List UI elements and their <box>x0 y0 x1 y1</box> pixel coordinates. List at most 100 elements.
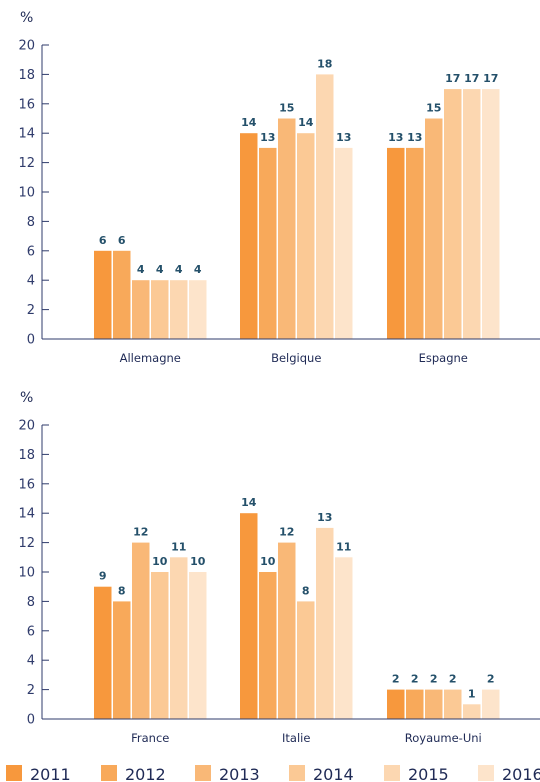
bar <box>482 689 500 719</box>
bar-value-label: 13 <box>336 131 351 144</box>
bar-value-label: 6 <box>99 234 107 247</box>
y-tick-label: 8 <box>27 215 35 230</box>
y-tick-label: 12 <box>18 156 35 171</box>
bar-group-royaume-uni: 2 2 2 212 <box>387 673 500 719</box>
bar <box>406 147 424 339</box>
category-label: Italie <box>282 731 310 745</box>
y-tick-label: 2 <box>27 683 35 698</box>
bar-value-label: 1 <box>468 687 476 700</box>
bar-value-label: 2 <box>430 673 438 686</box>
bar-value-label: 15 <box>279 102 294 115</box>
bar-value-label: 6 <box>118 234 126 247</box>
bar-value-label: 8 <box>302 584 310 597</box>
bar <box>425 118 443 339</box>
bar <box>406 689 424 719</box>
bar <box>240 513 258 719</box>
category-label: France <box>131 731 169 745</box>
bar <box>240 133 258 339</box>
bar <box>113 601 131 719</box>
y-tick-label: 20 <box>18 39 35 54</box>
bar <box>132 280 150 339</box>
bar-value-label: 9 <box>99 570 107 583</box>
bar-value-label: 8 <box>118 584 126 597</box>
y-tick-label: 0 <box>27 713 35 728</box>
y-axis-unit-label: % <box>20 390 33 406</box>
y-tick-label: 14 <box>18 507 35 522</box>
y-tick-label: 4 <box>27 654 35 669</box>
legend-swatch <box>101 765 117 781</box>
bar-value-label: 2 <box>411 673 419 686</box>
bar <box>278 542 296 719</box>
legend-swatch <box>6 765 22 781</box>
y-tick-label: 14 <box>18 127 35 142</box>
bar <box>170 557 188 719</box>
category-label: Espagne <box>419 351 468 365</box>
bar-value-label: 2 <box>449 673 457 686</box>
bar <box>151 280 169 339</box>
bar <box>278 118 296 339</box>
y-tick-label: 18 <box>18 448 35 463</box>
y-tick-label: 0 <box>27 333 35 348</box>
bar <box>297 601 315 719</box>
bar <box>189 280 207 339</box>
legend-label: 2011 <box>30 765 71 782</box>
legend-swatch <box>289 765 305 781</box>
y-tick-label: 6 <box>27 244 35 259</box>
category-label: Royaume-Uni <box>405 731 482 745</box>
bar <box>259 572 277 719</box>
bar-value-label: 11 <box>171 540 186 553</box>
bar <box>297 133 315 339</box>
bar <box>170 280 188 339</box>
bar-value-label: 4 <box>175 263 183 276</box>
bar <box>94 250 112 339</box>
category-label: Belgique <box>271 351 321 365</box>
bar-value-label: 14 <box>241 496 257 509</box>
bar-value-label: 17 <box>445 72 460 85</box>
y-tick-label: 2 <box>27 303 35 318</box>
y-axis-unit-label: % <box>20 10 33 26</box>
legend-item: 2016 <box>478 765 540 782</box>
y-tick-label: 8 <box>27 595 35 610</box>
bar-value-label: 17 <box>464 72 479 85</box>
legend-label: 2016 <box>502 765 540 782</box>
bar-value-label: 15 <box>426 102 441 115</box>
legend-label: 2015 <box>408 765 449 782</box>
bar-value-label: 2 <box>392 673 400 686</box>
bar <box>189 572 207 719</box>
legend: 2011 2012 2013 2014 2015 2016 <box>6 765 540 782</box>
bar-value-label: 10 <box>190 555 206 568</box>
bar <box>335 557 353 719</box>
bar <box>259 147 277 339</box>
bar <box>94 586 112 719</box>
bar <box>335 147 353 339</box>
bar-value-label: 11 <box>336 540 351 553</box>
bar <box>444 89 462 339</box>
legend-swatch <box>478 765 494 781</box>
bar-value-label: 13 <box>260 131 275 144</box>
bar-value-label: 4 <box>156 263 164 276</box>
legend-label: 2012 <box>125 765 166 782</box>
bar <box>113 250 131 339</box>
legend-item: 2014 <box>289 765 354 782</box>
bar <box>151 572 169 719</box>
bar <box>316 527 334 719</box>
bar <box>444 689 462 719</box>
bar-value-label: 13 <box>317 511 332 524</box>
legend-item: 2013 <box>195 765 260 782</box>
bar <box>387 689 405 719</box>
y-tick-label: 16 <box>18 477 35 492</box>
bar <box>132 542 150 719</box>
bar-value-label: 2 <box>487 673 495 686</box>
category-label: Allemagne <box>120 351 181 365</box>
bar-value-label: 17 <box>483 72 498 85</box>
y-tick-label: 12 <box>18 536 35 551</box>
y-tick-label: 20 <box>18 419 35 434</box>
bar-value-label: 14 <box>298 116 314 129</box>
bar-value-label: 4 <box>137 263 145 276</box>
bar-value-label: 10 <box>260 555 276 568</box>
bar <box>463 89 481 339</box>
y-tick-label: 10 <box>18 186 35 201</box>
y-tick-label: 10 <box>18 566 35 581</box>
legend-item: 2015 <box>384 765 449 782</box>
